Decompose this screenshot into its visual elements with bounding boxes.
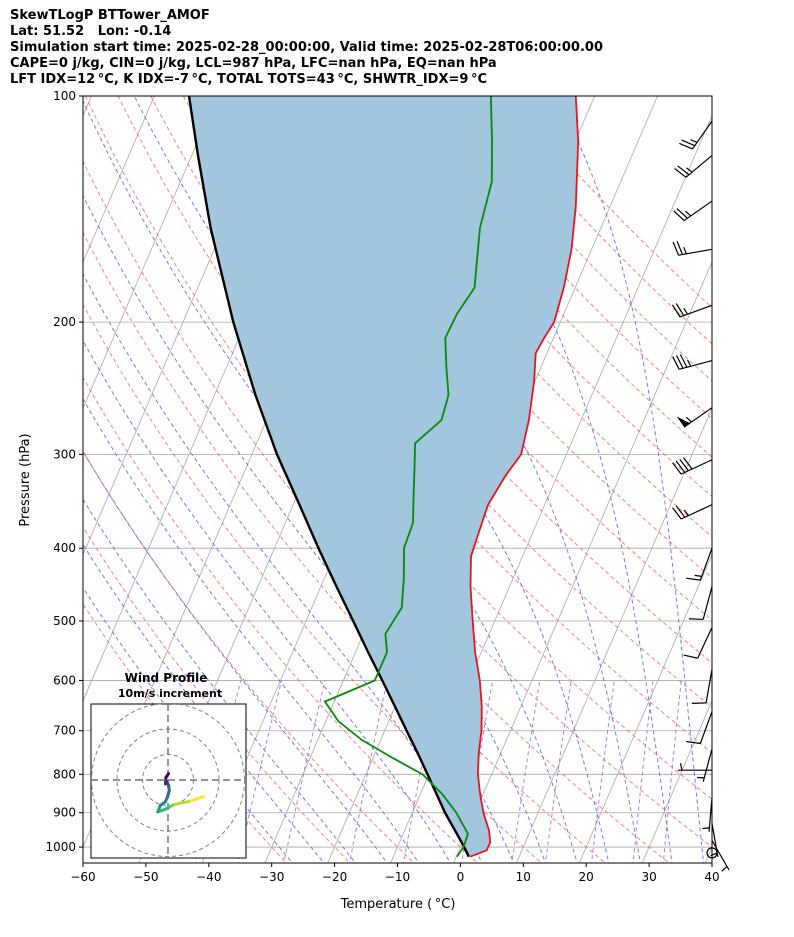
wind-barb	[672, 241, 713, 256]
mixing-ratio-line	[511, 680, 541, 863]
y-tick-label: 800	[53, 767, 76, 781]
x-tick-label: 30	[641, 870, 656, 884]
wind-barb	[702, 797, 713, 832]
dry-adiabat	[410, 96, 712, 420]
isotherm-line	[83, 96, 155, 263]
x-tick-label: −30	[259, 870, 284, 884]
wind-barb	[674, 155, 713, 178]
isotherm-line	[578, 553, 712, 863]
moist-adiabat	[411, 96, 673, 863]
wind-barb	[710, 823, 719, 858]
convective-parameters: CAPE=0 j/kg, CIN=0 j/kg, LCL=987 hPa, LF…	[10, 56, 497, 71]
figure-header: SkewTLogP BTTower_AMOF Lat: 51.52 Lon: -…	[10, 8, 603, 88]
wind-barb	[671, 303, 713, 318]
wind-barb	[672, 457, 713, 475]
wind-barb	[672, 504, 713, 520]
y-axis-label: Pressure (hPa)	[18, 433, 33, 526]
simulation-times: Simulation start time: 2025-02-28_00:00:…	[10, 40, 603, 55]
y-tick-label: 100	[53, 89, 76, 103]
y-tick-label: 500	[53, 614, 76, 628]
dry-adiabat	[150, 96, 712, 754]
x-tick-label: 20	[579, 870, 594, 884]
wind-barb	[676, 407, 713, 428]
y-tick-label: 600	[53, 673, 76, 687]
mixing-ratio-line	[591, 680, 615, 863]
moist-adiabat	[83, 398, 420, 863]
wind-barb	[686, 711, 713, 745]
parcel-profile-line	[187, 96, 470, 858]
station-title: SkewTLogP BTTower_AMOF	[10, 8, 210, 23]
moist-adiabat	[555, 96, 705, 863]
mixing-ratio-line	[662, 680, 682, 863]
x-tick-label: −50	[133, 870, 158, 884]
isotherm-line	[453, 260, 712, 863]
y-tick-label: 900	[53, 806, 76, 820]
stability-indices: LFT IDX=12 °C, K IDX=-7 °C, TOTAL TOTS=4…	[10, 72, 488, 87]
x-axis: −60 −50 −40 −30 −20 −10 0 10 20 30 40	[70, 863, 720, 884]
moist-adiabat	[83, 450, 388, 863]
wind-barbs	[671, 120, 730, 872]
wind-barb	[679, 120, 713, 150]
wind-barb	[691, 669, 713, 705]
x-tick-label: −60	[70, 870, 95, 884]
y-tick-label: 400	[53, 541, 76, 555]
dry-adiabat	[83, 450, 415, 863]
isotherm-line	[641, 699, 712, 863]
x-tick-label: −10	[385, 870, 410, 884]
profiles	[187, 96, 580, 858]
cape-shading	[189, 96, 579, 857]
mixing-ratio-line	[237, 680, 282, 863]
x-tick-label: −40	[196, 870, 221, 884]
mixing-ratio-line	[544, 680, 572, 863]
y-axis: 1000 900 800 700 600 500 400 300 200 100	[45, 89, 83, 854]
y-tick-label: 200	[53, 315, 76, 329]
dry-adiabat	[83, 376, 479, 863]
isotherm-line	[83, 96, 218, 410]
y-tick-label: 300	[53, 447, 76, 461]
dry-adiabat	[83, 303, 543, 863]
dry-adiabat	[83, 160, 670, 863]
inset-title: Wind Profile	[125, 671, 208, 685]
y-tick-label: 1000	[45, 840, 76, 854]
mixing-ratio-line	[283, 680, 326, 863]
wind-barb	[711, 840, 730, 872]
moist-adiabat	[202, 96, 610, 863]
wind-barb	[688, 586, 713, 621]
wind-barb	[686, 547, 713, 581]
dry-adiabat	[83, 231, 607, 863]
x-axis-label: Temperature ( °C)	[340, 897, 456, 912]
moist-adiabat	[83, 498, 357, 863]
inset-subtitle: 10m/s increment	[118, 687, 222, 700]
y-tick-label: 700	[53, 724, 76, 738]
moist-adiabat	[83, 543, 325, 863]
mixing-ratio-line	[348, 680, 388, 863]
hodograph-segment	[164, 772, 171, 779]
dewpoint-profile-line	[323, 96, 493, 858]
x-tick-label: 0	[457, 870, 465, 884]
moist-adiabat	[83, 339, 452, 863]
wind-barb	[683, 627, 713, 659]
wind-barb	[672, 354, 713, 370]
station-location: Lat: 51.52 Lon: -0.14	[10, 24, 172, 39]
hodograph-inset: Wind Profile 10m/s increment	[90, 671, 247, 859]
x-tick-label: 10	[516, 870, 531, 884]
isotherm-line	[704, 846, 712, 863]
dry-adiabat	[345, 96, 712, 498]
x-tick-label: −20	[322, 870, 347, 884]
temperature-profile-line	[469, 96, 580, 858]
x-tick-label: 40	[704, 870, 719, 884]
mixing-ratio-line	[632, 680, 654, 863]
moist-adiabat	[83, 272, 483, 863]
wind-barb	[673, 200, 713, 222]
wind-barb	[697, 748, 713, 782]
